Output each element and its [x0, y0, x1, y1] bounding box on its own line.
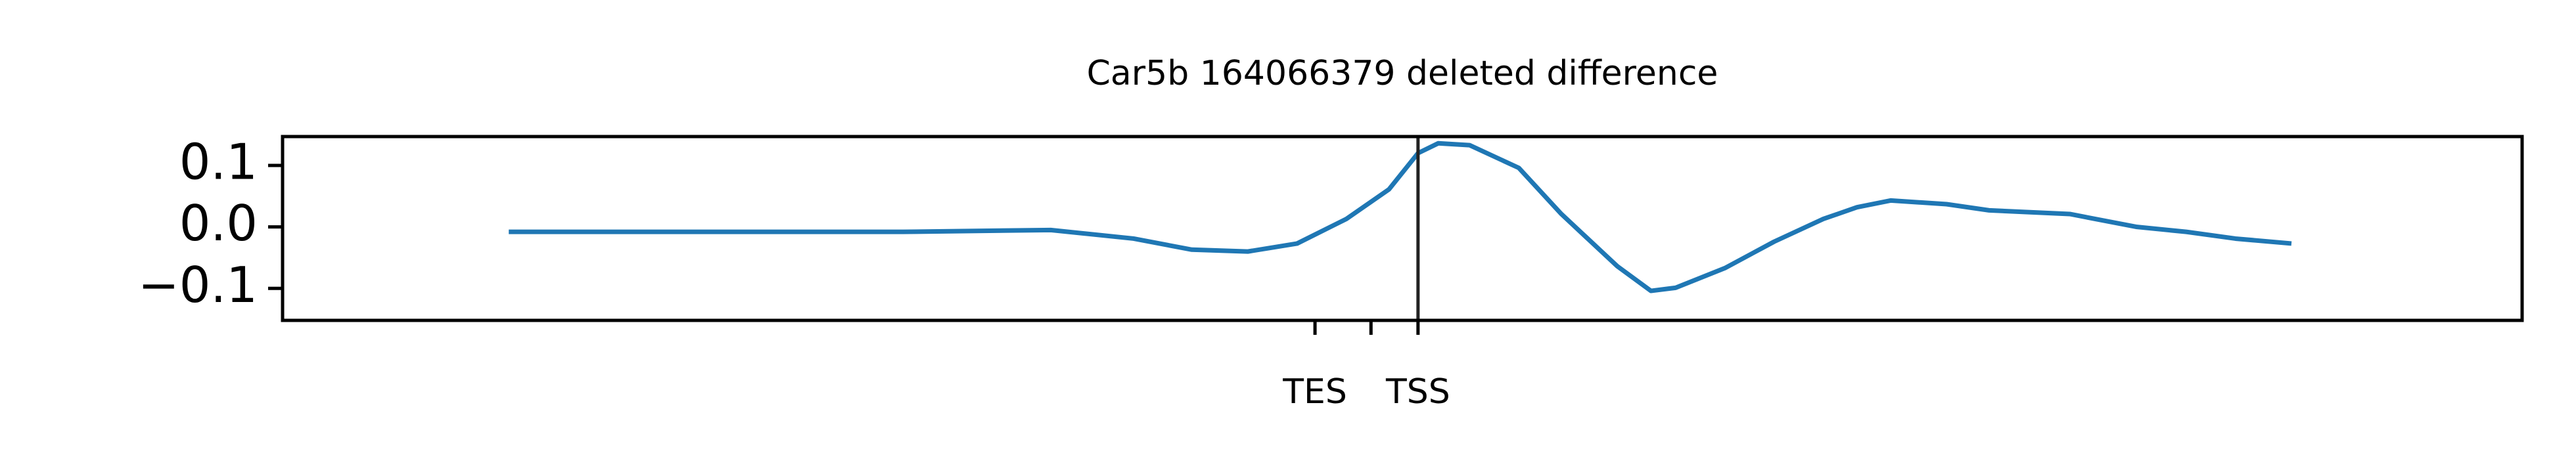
y-tick-label: 0.0 [179, 194, 258, 252]
x-tick-label: TES [1282, 372, 1347, 412]
plot-frame [281, 135, 2524, 322]
chart-title: Car5b 164066379 deleted difference [1087, 54, 1718, 93]
y-tick-label: −0.1 [138, 256, 258, 314]
x-tick-label: TSS [1385, 372, 1450, 412]
data-line [509, 140, 2292, 293]
y-tick-label: 0.1 [179, 133, 258, 191]
